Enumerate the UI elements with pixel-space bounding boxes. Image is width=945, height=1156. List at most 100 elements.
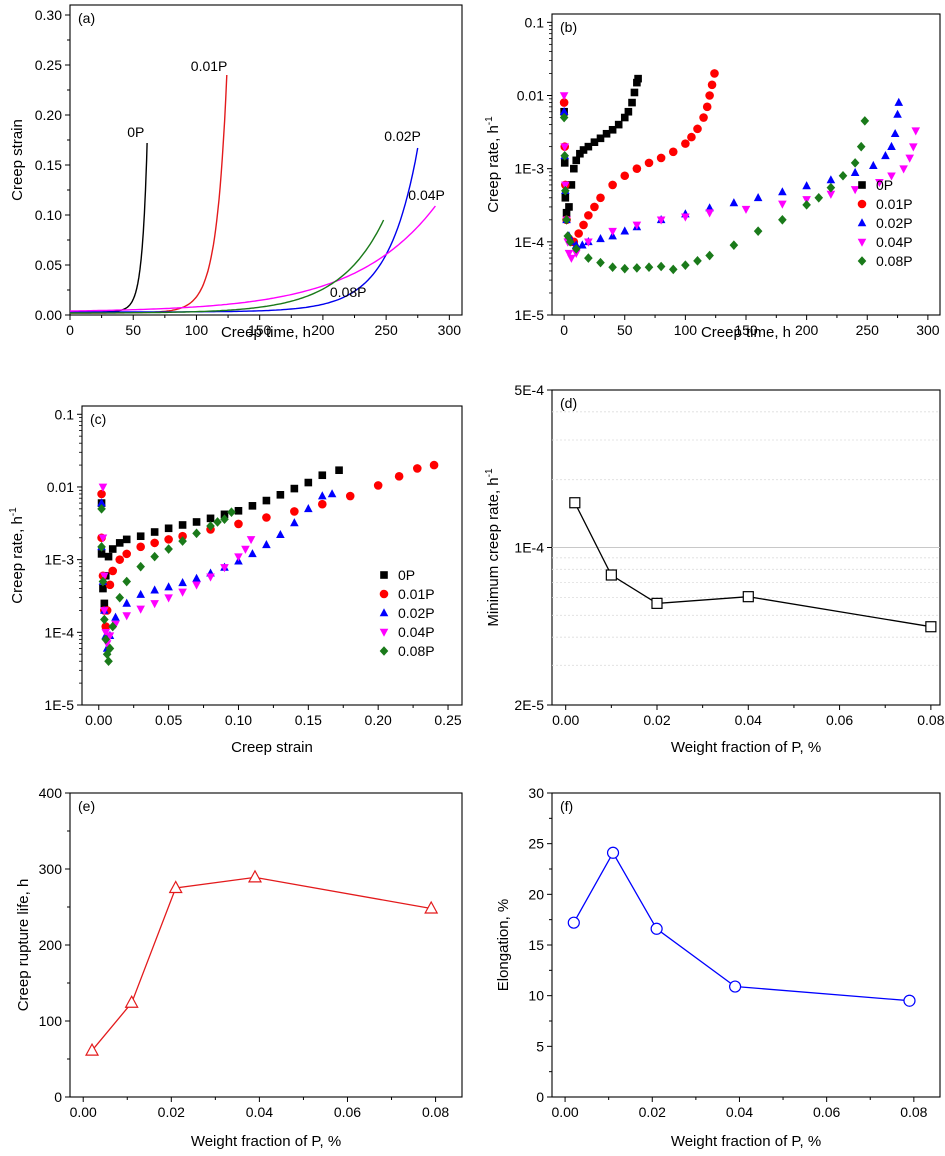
data-point: [705, 203, 714, 212]
legend-marker: [857, 199, 867, 209]
data-point: [753, 226, 763, 236]
data-point: [579, 220, 588, 230]
y-tick-label: 100: [39, 1013, 63, 1029]
x-tick-label: 300: [916, 322, 940, 338]
x-tick-label: 0.05: [155, 712, 182, 728]
chart-panel-5: 0.00 0.02 0.04 0.06 0.08 0 100 200 300 400 (e) Weig…: [15, 785, 463, 1150]
data-point: [570, 164, 578, 173]
data-point: [560, 150, 570, 161]
data-point: [778, 200, 787, 209]
x-tick-label: 0.00: [551, 1104, 578, 1120]
data-point: [605, 569, 617, 581]
y-tick-label: 0.25: [35, 57, 62, 73]
series-line: [91, 876, 432, 1052]
data-point: [608, 125, 617, 134]
panel-letter: (d): [560, 395, 577, 411]
data-point: [220, 510, 229, 519]
data-point: [290, 518, 299, 527]
x-axis-label: Weight fraction of P, %: [671, 739, 821, 756]
data-point: [98, 483, 108, 492]
data-point: [108, 545, 117, 553]
data-point: [168, 880, 183, 894]
data-point: [192, 573, 201, 582]
chart-panel-2: 0 50 100 150 200 250 300 1E-5 1E-4 1E-3 0.01 0.1 (b)…: [484, 13, 941, 341]
y-tick-label: 25: [528, 836, 544, 852]
data-point: [248, 502, 257, 510]
y-tick-label: 1E-4: [514, 234, 544, 250]
x-tick-label: 0.02: [158, 1104, 185, 1120]
data-point: [304, 504, 313, 513]
data-point: [596, 257, 605, 268]
data-point: [571, 249, 581, 258]
x-axis-label: Weight fraction of P, %: [191, 1133, 341, 1150]
data-point: [705, 91, 714, 100]
series-line: [574, 502, 932, 628]
data-point: [150, 551, 159, 562]
legend-marker: [857, 256, 867, 266]
y-tick-label: 1E-4: [44, 624, 74, 640]
legend-label: 0P: [876, 177, 893, 193]
y-tick-label: 1E-5: [44, 697, 74, 713]
legend-label: 0.04P: [398, 624, 435, 640]
data-point: [115, 592, 125, 603]
data-point: [234, 519, 243, 529]
legend-marker: [858, 181, 866, 189]
x-tick-label: 0.02: [643, 712, 670, 728]
data-point: [911, 127, 921, 136]
data-point: [290, 507, 299, 516]
data-point: [574, 229, 583, 238]
data-point: [560, 159, 569, 167]
data-point: [559, 106, 569, 116]
x-tick-label: 0.06: [813, 1104, 840, 1120]
data-point: [571, 244, 581, 254]
data-point: [136, 605, 145, 614]
data-point: [124, 995, 139, 1008]
creep-curve-0.02P: [70, 147, 419, 313]
data-point: [115, 555, 125, 564]
x-tick-label: 0.04: [246, 1104, 273, 1120]
data-point: [178, 588, 187, 597]
data-point: [220, 514, 229, 525]
data-point: [150, 528, 159, 536]
x-tick-label: 0.15: [295, 712, 322, 728]
x-tick-label: 100: [185, 322, 209, 338]
data-point: [628, 98, 636, 107]
series-data: [85, 869, 439, 1056]
data-point: [559, 98, 569, 107]
data-point: [899, 165, 908, 174]
data-point: [262, 513, 271, 522]
data-point: [150, 538, 159, 548]
data-point: [192, 528, 201, 539]
data-point: [327, 489, 337, 498]
data-point: [97, 489, 106, 499]
data-point: [687, 132, 696, 142]
data-point: [248, 549, 257, 558]
y-tick-label: 5: [536, 1038, 544, 1054]
data-point: [620, 263, 630, 274]
data-point: [584, 238, 593, 247]
data-point: [741, 205, 751, 214]
data-point: [164, 524, 173, 533]
data-point: [856, 141, 866, 152]
x-tick-label: 0.00: [552, 712, 579, 728]
data-point: [693, 124, 702, 134]
data-point: [101, 622, 111, 631]
y-axis-label: Elongation, %: [495, 899, 512, 992]
y-tick-label: 0.05: [35, 257, 62, 273]
legend-label: 0.02P: [398, 605, 435, 621]
data-point: [729, 980, 742, 993]
series-0P: [97, 466, 343, 608]
y-axis-label-text: Elongation, %: [495, 899, 512, 992]
data-point: [192, 581, 201, 590]
y-tick-label: 200: [39, 937, 63, 953]
data-point: [894, 97, 904, 106]
data-point: [826, 175, 836, 184]
data-point: [590, 202, 599, 212]
legend-label: 0.01P: [398, 586, 435, 602]
y-axis-label: Minimum creep rate, h-1: [484, 468, 502, 627]
creep-curve-0.08P: [70, 219, 385, 314]
data-point: [602, 129, 611, 138]
creep-curve-0.04P: [70, 205, 436, 312]
data-point: [729, 240, 739, 250]
x-tick-label: 250: [374, 322, 398, 338]
